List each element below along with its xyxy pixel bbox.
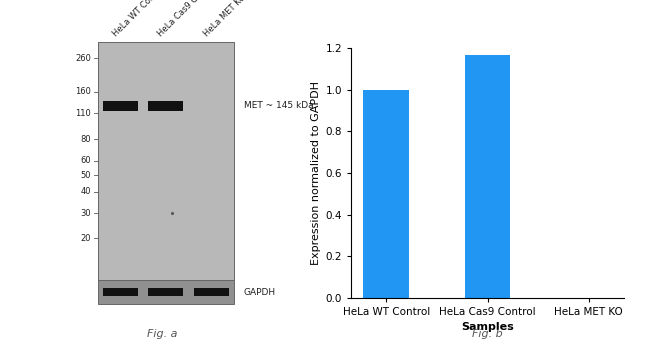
Bar: [148, 289, 183, 296]
Text: HeLa MET KO: HeLa MET KO: [202, 0, 248, 38]
Text: GAPDH: GAPDH: [244, 288, 276, 297]
Text: Fig. a: Fig. a: [148, 329, 177, 339]
Bar: [194, 289, 229, 296]
Text: 80: 80: [81, 135, 91, 144]
Text: 260: 260: [75, 54, 91, 63]
Text: HeLa WT Control: HeLa WT Control: [111, 0, 167, 38]
X-axis label: Samples: Samples: [461, 322, 514, 332]
Bar: [148, 101, 183, 110]
Bar: [98, 280, 234, 304]
Text: 110: 110: [75, 109, 91, 118]
Text: HeLa Cas9 Control: HeLa Cas9 Control: [156, 0, 218, 38]
Text: 30: 30: [81, 209, 91, 218]
Text: 50: 50: [81, 171, 91, 180]
Bar: [103, 101, 138, 110]
Text: 60: 60: [81, 156, 91, 165]
Text: Fig. b: Fig. b: [472, 329, 503, 339]
Text: 40: 40: [81, 188, 91, 197]
Text: 20: 20: [81, 234, 91, 243]
Bar: [363, 90, 409, 298]
Bar: [465, 55, 510, 298]
Y-axis label: Expression normalized to GAPDH: Expression normalized to GAPDH: [311, 81, 321, 265]
Text: MET ~ 145 kDa: MET ~ 145 kDa: [244, 101, 313, 110]
Bar: [98, 42, 234, 280]
Text: 160: 160: [75, 87, 91, 96]
Bar: [103, 289, 138, 296]
